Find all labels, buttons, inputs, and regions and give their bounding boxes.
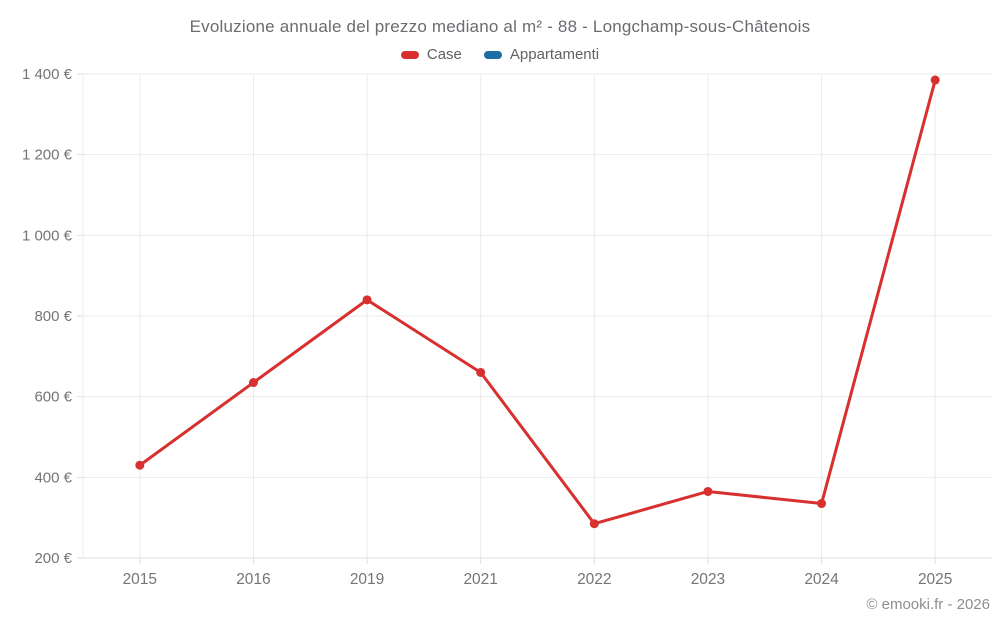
y-tick-label: 1 000 € — [22, 227, 73, 244]
data-point-case-2021 — [476, 367, 486, 377]
x-tick-label: 2024 — [804, 571, 839, 588]
legend-swatch-appartamenti-icon — [483, 50, 502, 59]
chart-legend: Case Appartamenti — [0, 46, 1000, 63]
y-tick-label: 800 € — [34, 308, 72, 325]
x-tick-label: 2021 — [463, 571, 497, 588]
y-tick-label: 600 € — [34, 389, 72, 406]
y-tick-label: 200 € — [34, 550, 72, 567]
x-tick-label: 2022 — [577, 571, 611, 588]
copyright-text: © emooki.fr - 2026 — [866, 596, 990, 613]
x-tick-label: 2023 — [691, 571, 725, 588]
y-tick-label: 1 400 € — [22, 66, 73, 83]
legend-swatch-case-icon — [400, 50, 419, 59]
y-tick-label: 1 200 € — [22, 147, 73, 164]
data-point-case-2022 — [589, 519, 599, 529]
data-point-case-2019 — [362, 295, 372, 305]
data-point-case-2023 — [703, 486, 713, 496]
data-point-case-2015 — [135, 460, 145, 470]
x-tick-label: 2015 — [123, 571, 157, 588]
legend-label-appartamenti: Appartamenti — [509, 46, 600, 63]
data-point-case-2025 — [930, 75, 940, 85]
legend-item-appartamenti[interactable]: Appartamenti — [483, 46, 600, 63]
legend-item-case[interactable]: Case — [400, 46, 462, 63]
series-line-case — [138, 78, 937, 526]
x-tick-label: 2016 — [236, 571, 270, 588]
x-tick-label: 2025 — [918, 571, 952, 588]
y-tick-label: 400 € — [34, 469, 72, 486]
data-point-case-2024 — [817, 499, 827, 509]
x-tick-label: 2019 — [350, 571, 384, 588]
chart-title: Evoluzione annuale del prezzo mediano al… — [189, 17, 811, 36]
legend-label-case: Case — [426, 46, 462, 63]
data-point-case-2016 — [248, 378, 258, 388]
